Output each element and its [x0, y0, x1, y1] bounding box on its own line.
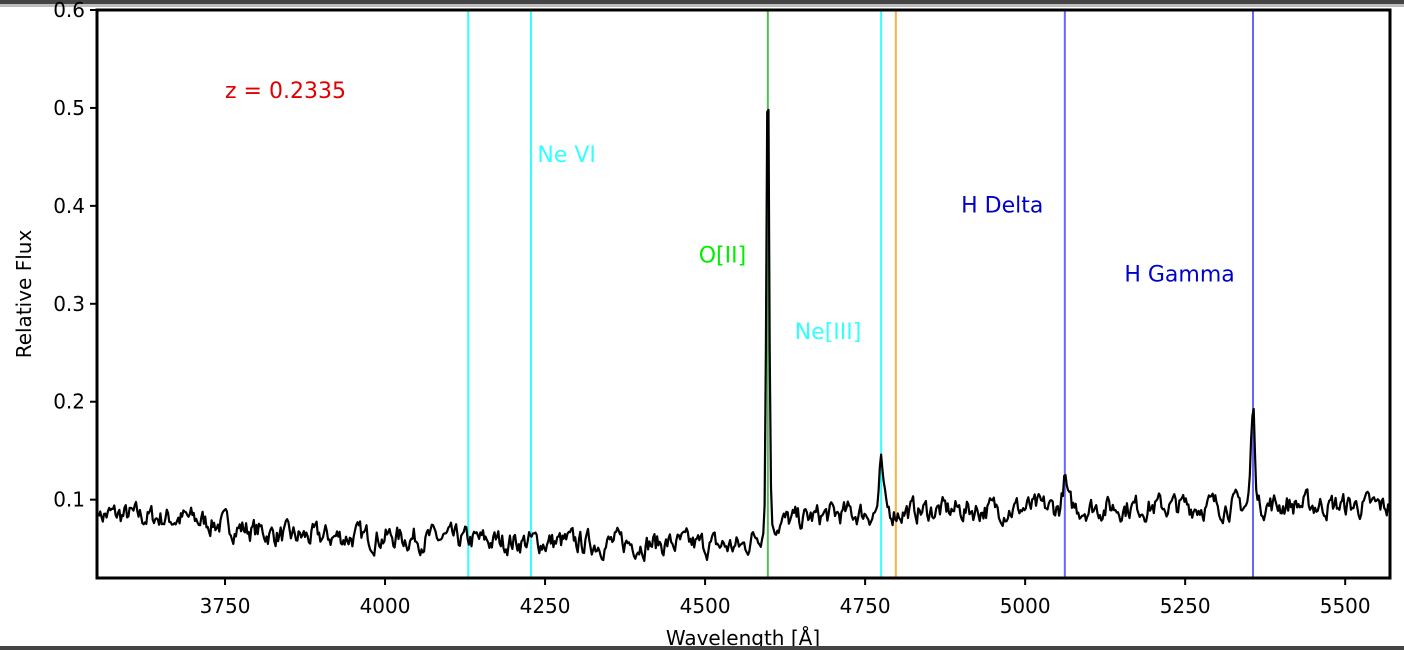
x-tick-label: 5500: [1320, 594, 1371, 618]
x-tick-label: 4750: [840, 594, 891, 618]
spectral-line-markers: [467, 10, 1255, 578]
y-tick-label: 0.2: [53, 390, 85, 414]
y-tick-label: 0.4: [53, 194, 85, 218]
line-label: O[II]: [699, 244, 746, 269]
x-tick-label: 4000: [360, 594, 411, 618]
y-axis: 0.1 0.2 0.3 0.4 0.5 0.6: [53, 0, 97, 512]
x-tick-label: 5000: [1000, 594, 1051, 618]
y-tick-label: 0.5: [53, 96, 85, 120]
x-tick-label: 5250: [1160, 594, 1211, 618]
x-tick-label: 4500: [680, 594, 731, 618]
x-tick-label: 3750: [200, 594, 251, 618]
top-frame-shadow: [0, 4, 1404, 7]
plot-frame: [95, 8, 1392, 580]
line-label: Ne[III]: [795, 320, 862, 345]
y-tick-label: 0.1: [53, 488, 85, 512]
y-tick-label: 0.6: [53, 0, 85, 22]
redshift-label: z = 0.2335: [225, 79, 346, 104]
y-axis-title: Relative Flux: [12, 230, 36, 359]
x-tick-label: 4250: [520, 594, 571, 618]
x-axis: 3750 4000 4250 4500 4750 5000 5250 5500: [200, 578, 1371, 618]
spectrum-line: [97, 108, 1390, 562]
line-label: H Delta: [961, 194, 1043, 219]
line-label: Ne VI: [537, 143, 596, 168]
line-annotations: Ne VI O[II] Ne[III] H Delta H Gamma: [537, 143, 1234, 345]
top-frame-rule: [0, 0, 1404, 4]
series-layer: [97, 108, 1390, 562]
y-tick-label: 0.3: [53, 292, 85, 316]
line-label: H Gamma: [1124, 262, 1234, 287]
bottom-frame-rule: [0, 646, 1404, 650]
